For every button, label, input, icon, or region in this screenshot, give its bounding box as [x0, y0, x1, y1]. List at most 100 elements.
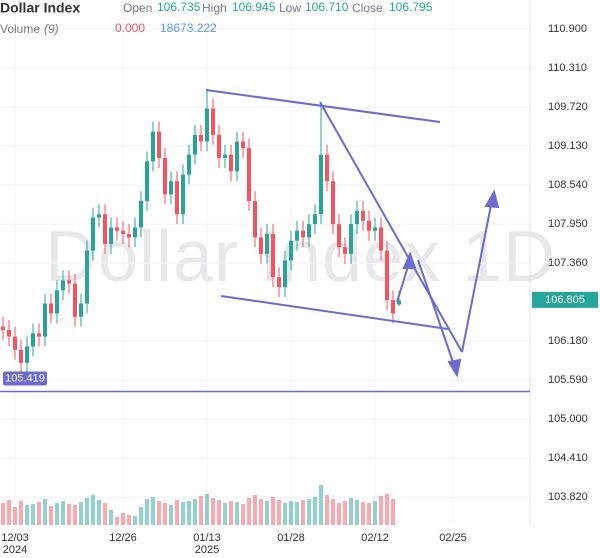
volume-bar — [253, 495, 257, 525]
candle-body — [85, 250, 89, 304]
volume-bar — [133, 516, 137, 525]
volume-bar — [199, 496, 203, 525]
candle-body — [337, 224, 341, 248]
volume-bar — [229, 501, 233, 525]
drawings — [205, 89, 500, 378]
y-tick-label: 108.540 — [548, 179, 588, 191]
candle-body — [295, 230, 299, 241]
volume-bar — [169, 505, 173, 525]
volume-bar — [193, 499, 197, 525]
candle-body — [217, 134, 221, 159]
volume-bar — [379, 496, 383, 525]
high-value: 106.945 — [232, 0, 276, 14]
volume-bar — [67, 504, 71, 525]
x-tick-label: 01/13 — [193, 532, 221, 544]
open-value: 106.735 — [157, 0, 201, 14]
volume-bar — [85, 498, 89, 525]
volume-bar — [79, 502, 83, 525]
x-tick-label: 02/25 — [439, 532, 467, 544]
candle-body — [109, 227, 113, 244]
volume-bar — [247, 498, 251, 525]
y-tick-label: 105.590 — [548, 374, 588, 386]
candle-body — [391, 300, 395, 314]
candle-body — [319, 154, 323, 215]
volume-bar — [349, 498, 353, 525]
candle-body — [343, 247, 347, 254]
volume-bar — [361, 502, 365, 525]
open-label: Open — [123, 1, 152, 15]
candle-body — [73, 283, 77, 317]
candle-body — [289, 240, 293, 261]
volume-bar — [235, 502, 239, 525]
volume-bar — [37, 502, 41, 525]
volume-bar — [181, 502, 185, 525]
x-tick-label: 12/26 — [109, 532, 137, 544]
candle-body — [355, 210, 359, 225]
volume-bar — [157, 501, 161, 525]
last-price-bg — [532, 291, 598, 308]
hline-label-bg — [3, 371, 47, 386]
volume-bar — [73, 505, 77, 525]
candle-body — [103, 214, 107, 244]
volume-bar — [151, 497, 155, 525]
candle-body — [187, 154, 191, 175]
candle-body — [175, 181, 179, 215]
close-value: 106.795 — [389, 0, 433, 14]
volume-value: 0.000 — [115, 21, 145, 35]
candle-body — [19, 349, 23, 364]
volume-bar — [241, 504, 245, 525]
candle-body — [97, 214, 101, 218]
volume-bar — [283, 503, 287, 525]
candle-body — [235, 141, 239, 172]
hline-label: 105.419 — [5, 372, 45, 384]
candle-body — [223, 154, 227, 159]
candle-body — [163, 158, 167, 195]
volume-bar — [343, 501, 347, 525]
volume-bar — [25, 505, 29, 525]
volume-bar — [97, 500, 101, 525]
y-tick-label: 104.410 — [548, 452, 588, 464]
volume-label: Volume — [0, 22, 40, 36]
watermark: Dollar Index 1D — [45, 217, 555, 297]
volume-bar — [31, 504, 35, 525]
volume-bar — [373, 501, 377, 525]
candle-body — [373, 227, 377, 231]
y-tick-label: 106.180 — [548, 335, 588, 347]
candle-body — [1, 326, 5, 330]
volume-bar — [271, 497, 275, 525]
y-tick-label: 105.000 — [548, 413, 588, 425]
candle-body — [133, 227, 137, 238]
volume-bar — [277, 500, 281, 525]
volume-bar — [205, 494, 209, 525]
volume-bar — [7, 500, 11, 525]
volume-bar — [337, 503, 341, 525]
x-year-label: 2024 — [3, 544, 27, 556]
volume-bar — [331, 499, 335, 525]
candle-body — [325, 154, 329, 182]
volume-bar — [319, 485, 323, 525]
candle-body — [397, 300, 401, 305]
volume-bar — [367, 503, 371, 525]
y-tick-label: 109.720 — [548, 101, 588, 113]
volume-bar — [139, 507, 143, 525]
volume-bar — [211, 498, 215, 525]
volume-bar — [289, 501, 293, 525]
candle-body — [169, 181, 173, 195]
volume-bar — [103, 503, 107, 525]
volume-bar — [43, 499, 47, 525]
x-tick-label: 02/12 — [361, 532, 389, 544]
y-tick-label: 109.130 — [548, 140, 588, 152]
volume-bar — [259, 499, 263, 525]
volume-bar — [61, 501, 65, 525]
volume-bar — [49, 506, 53, 525]
volume-bar — [301, 500, 305, 525]
volume-bar — [19, 501, 23, 525]
candle-body — [247, 148, 251, 202]
volume-param: (9) — [44, 22, 59, 36]
candle-body — [277, 277, 281, 287]
volume-bar — [217, 500, 221, 525]
volume-bar — [187, 501, 191, 525]
volume-bar — [145, 499, 149, 525]
low-value: 106.710 — [305, 0, 349, 14]
candle-body — [331, 181, 335, 225]
